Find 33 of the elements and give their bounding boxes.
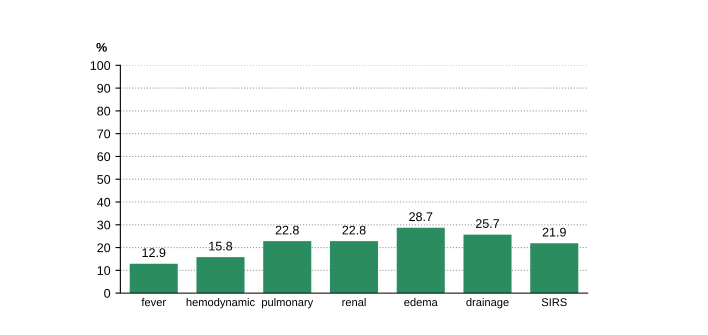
bar [330,241,378,294]
y-tick-label: 100 [90,61,110,70]
x-tick-label: fever [142,298,166,306]
data-label: 21.9 [542,228,566,237]
y-tick-label: 10 [98,266,110,275]
data-label: 22.8 [342,226,366,235]
y-tick-label: 90 [97,84,110,93]
bar [196,257,245,294]
y-tick-label: 40 [97,198,110,207]
x-tick-label: pulmonary [262,298,314,308]
bar [396,228,445,294]
x-tick-label: SIRS [542,298,567,306]
x-tick-label: drainage [466,298,509,308]
y-tick-label: 60 [97,152,110,162]
x-tick-label: edema [404,298,438,306]
bar [263,241,312,294]
bar [463,234,512,294]
data-label: 28.7 [409,212,432,222]
x-tick-label: renal [342,298,366,306]
data-label: 25.7 [476,219,500,228]
y-tick-label: 0 [104,288,110,298]
y-tick-label: 70 [97,129,110,138]
x-tick-label: hemodynamic [186,298,255,308]
data-label: 15.8 [209,242,232,250]
y-tick-label: 50 [97,175,110,184]
y-axis-title: % [96,42,107,52]
y-tick-label: 20 [97,243,110,252]
bar [530,243,578,294]
data-label: 12.9 [142,248,166,258]
y-tick-label: 30 [97,220,110,230]
data-label: 22.8 [276,226,299,235]
bar [130,264,178,294]
y-tick-label: 80 [97,106,110,116]
